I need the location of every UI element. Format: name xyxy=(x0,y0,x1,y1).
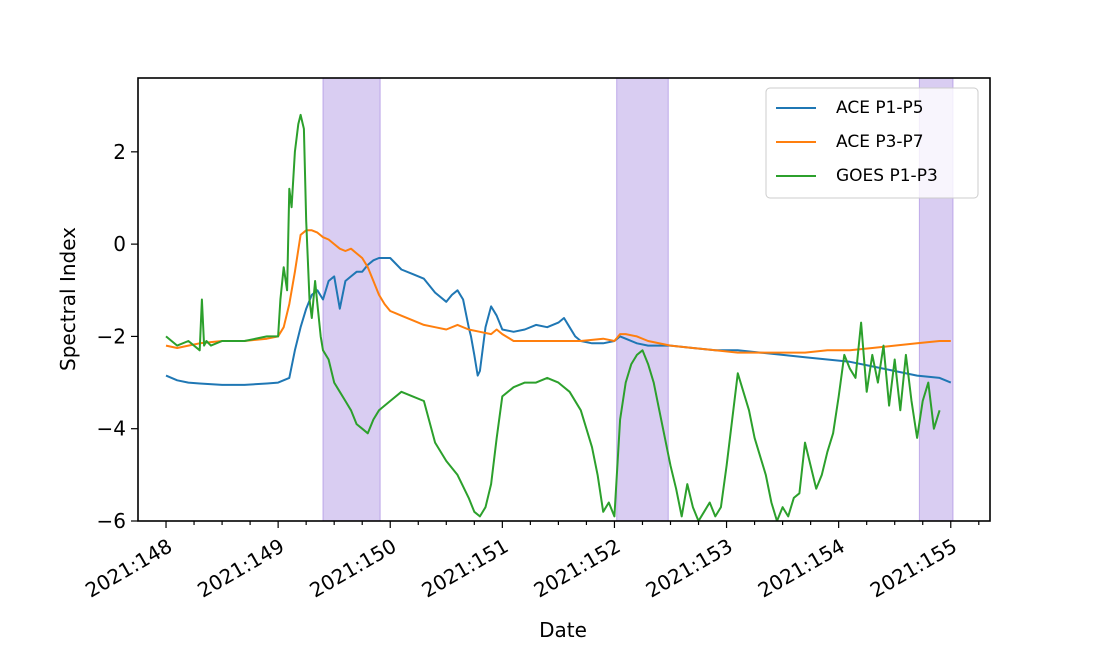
series-line-2 xyxy=(165,229,951,354)
y-tick-label: 0 xyxy=(113,232,126,256)
series-lines xyxy=(165,113,952,521)
legend: ACE P1-P5 ACE P3-P7 GOES P1-P3 xyxy=(765,87,979,199)
shaded-region-2 xyxy=(616,77,669,522)
y-tick-label: 2 xyxy=(113,140,126,164)
legend-frame xyxy=(765,87,979,199)
plot-frame xyxy=(137,77,991,522)
legend-entries: ACE P1-P5 ACE P3-P7 GOES P1-P3 xyxy=(776,98,938,186)
series-line-3 xyxy=(165,113,941,521)
y-tick-label: −4 xyxy=(97,417,126,441)
legend-label: GOES P1-P3 xyxy=(836,166,938,186)
legend-label: ACE P3-P7 xyxy=(836,132,924,152)
legend-label: ACE P1-P5 xyxy=(836,98,924,118)
y-tick-label: −6 xyxy=(97,509,126,533)
shaded-region-1 xyxy=(322,77,381,522)
x-axis-label: Date xyxy=(539,618,587,642)
y-axis-ticks: −6 −4 −2 0 2 xyxy=(97,140,138,533)
y-axis-label: Spectral Index xyxy=(56,227,80,371)
y-tick-label: −2 xyxy=(97,324,126,348)
